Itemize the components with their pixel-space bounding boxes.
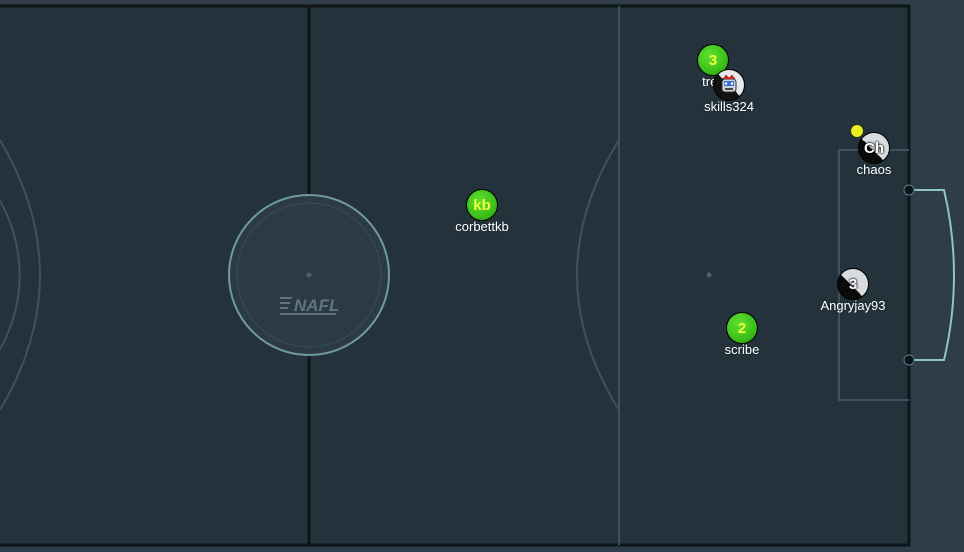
player-name: Angryjay93 xyxy=(820,298,886,313)
nafl-logo: NAFL xyxy=(280,296,339,315)
player-name: corbettkb xyxy=(455,219,509,234)
player-chaos[interactable]: Ch chaos xyxy=(857,132,891,177)
player-avatar-image xyxy=(713,69,745,101)
nafl-logo-text: NAFL xyxy=(294,296,339,315)
player-avatar: 2 xyxy=(726,312,758,344)
player-avatar: 3 xyxy=(837,268,869,300)
pitch-boundary xyxy=(0,4,911,547)
player-name: skills324 xyxy=(704,99,754,114)
player-avatar: 3 xyxy=(697,44,729,76)
player-name: scribe xyxy=(724,342,760,357)
ball xyxy=(850,124,864,138)
robot-face-icon xyxy=(721,74,737,93)
player-corbettkb[interactable]: kb corbettkb xyxy=(455,189,509,234)
goal-post-bottom xyxy=(903,354,915,366)
goal-post-top xyxy=(903,184,915,196)
player-avatar: Ch xyxy=(858,132,890,164)
penalty-spot xyxy=(706,272,712,278)
player-skills324[interactable]: skills324 xyxy=(704,69,754,114)
player-scribe[interactable]: 2 scribe xyxy=(725,312,759,357)
goal-net xyxy=(909,189,955,361)
right-arc-line xyxy=(576,139,620,411)
player-angryjay93[interactable]: 3 Angryjay93 xyxy=(820,268,886,313)
player-name: chaos xyxy=(856,162,892,177)
player-avatar: kb xyxy=(466,189,498,221)
left-arc-line xyxy=(0,139,41,411)
kickoff-inner-ring xyxy=(236,202,382,348)
left-arc xyxy=(0,199,21,351)
center-spot xyxy=(306,272,312,278)
